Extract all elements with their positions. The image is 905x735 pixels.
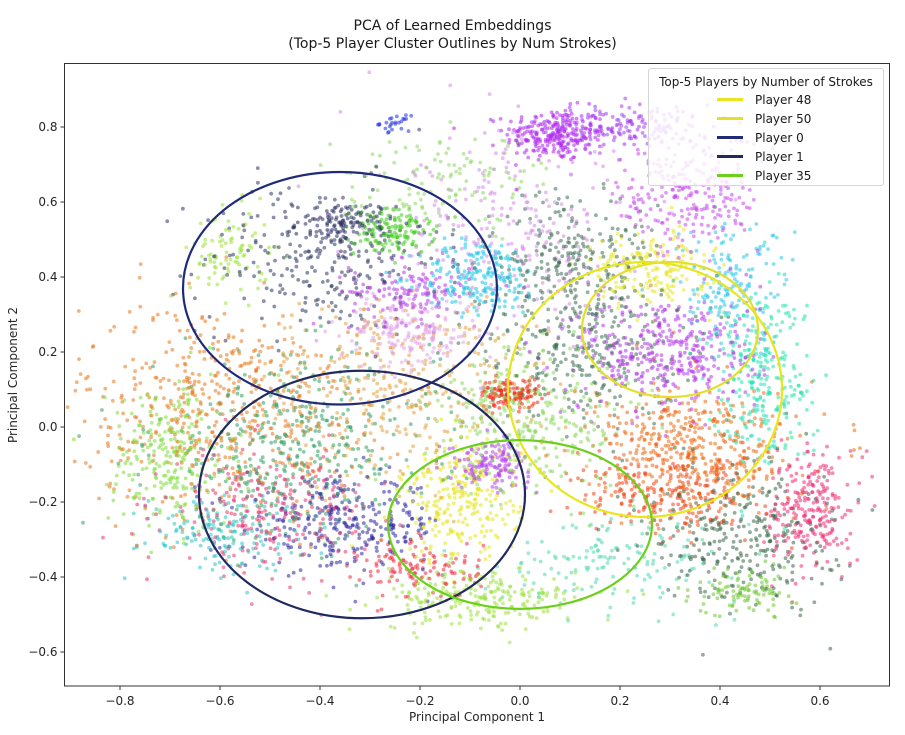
axes-frame bbox=[64, 63, 890, 687]
cluster-outline bbox=[181, 170, 499, 406]
x-tick-label: 0.6 bbox=[810, 694, 829, 708]
cluster-outline bbox=[197, 369, 527, 620]
x-tick-label: −0.4 bbox=[305, 694, 334, 708]
y-tick-label: −0.6 bbox=[28, 645, 57, 659]
x-axis-label: Principal Component 1 bbox=[409, 710, 545, 724]
y-axis-label: Principal Component 2 bbox=[6, 307, 20, 443]
chart-subtitle: (Top-5 Player Cluster Outlines by Num St… bbox=[288, 36, 617, 52]
x-tick-label: 0.2 bbox=[610, 694, 629, 708]
legend: Top-5 Players by Number of Strokes Playe… bbox=[648, 68, 884, 186]
cluster-outline bbox=[506, 260, 784, 519]
cluster-outline bbox=[580, 260, 760, 399]
legend-label: Player 1 bbox=[755, 149, 804, 164]
legend-entry-player-1: Player 1 bbox=[717, 147, 883, 166]
legend-entry-player-0: Player 0 bbox=[717, 128, 883, 147]
legend-entry-player-50: Player 50 bbox=[717, 109, 883, 128]
legend-label: Player 50 bbox=[755, 111, 812, 126]
legend-label: Player 0 bbox=[755, 130, 804, 145]
scatter-points bbox=[65, 70, 877, 657]
legend-label: Player 48 bbox=[755, 92, 812, 107]
y-tick-label: 0.8 bbox=[38, 120, 57, 134]
y-tick-label: −0.4 bbox=[28, 570, 57, 584]
legend-entry-player-48: Player 48 bbox=[717, 90, 883, 109]
y-tick-label: 0.4 bbox=[38, 270, 57, 284]
legend-title: Top-5 Players by Number of Strokes bbox=[659, 75, 873, 89]
x-tick-label: 0.0 bbox=[510, 694, 529, 708]
x-tick-label: −0.8 bbox=[105, 694, 134, 708]
x-tick-label: −0.2 bbox=[405, 694, 434, 708]
x-tick-label: −0.6 bbox=[205, 694, 234, 708]
x-tick-label: 0.4 bbox=[710, 694, 729, 708]
legend-label: Player 35 bbox=[755, 168, 812, 183]
line-swatch-icon bbox=[717, 136, 743, 139]
line-swatch-icon bbox=[717, 117, 743, 120]
x-axis-ticks: −0.8 −0.6 −0.4 −0.2 0.0 0.2 0.4 0.6 bbox=[105, 686, 830, 708]
y-tick-label: 0.0 bbox=[38, 420, 57, 434]
y-axis-ticks: 0.8 0.6 0.4 0.2 0.0 −0.2 −0.4 −0.6 bbox=[28, 120, 65, 659]
y-tick-label: −0.2 bbox=[28, 495, 57, 509]
y-tick-label: 0.6 bbox=[38, 195, 57, 209]
line-swatch-icon bbox=[717, 174, 743, 177]
line-swatch-icon bbox=[717, 98, 743, 101]
legend-entry-player-35: Player 35 bbox=[717, 166, 883, 185]
y-tick-label: 0.2 bbox=[38, 345, 57, 359]
cluster-outline bbox=[386, 439, 654, 610]
chart-title: PCA of Learned Embeddings bbox=[353, 18, 552, 34]
cluster-outlines bbox=[181, 170, 784, 620]
line-swatch-icon bbox=[717, 155, 743, 158]
